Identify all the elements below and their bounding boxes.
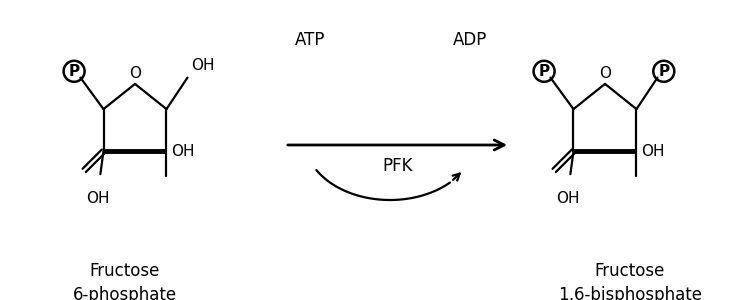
Text: PFK: PFK [382,157,413,175]
Text: Fructose
1,6-bisphosphate: Fructose 1,6-bisphosphate [558,262,702,300]
Text: OH: OH [190,58,214,74]
Text: P: P [658,64,669,79]
Text: OH: OH [640,144,664,159]
Text: O: O [599,66,611,81]
Text: OH: OH [171,144,194,159]
Text: P: P [539,64,550,79]
Text: P: P [69,64,80,79]
Text: OH: OH [86,191,110,206]
Text: O: O [129,66,141,81]
Text: Fructose
6-phosphate: Fructose 6-phosphate [73,262,177,300]
Text: ADP: ADP [453,31,488,49]
Text: ATP: ATP [295,31,325,49]
Text: OH: OH [556,191,580,206]
